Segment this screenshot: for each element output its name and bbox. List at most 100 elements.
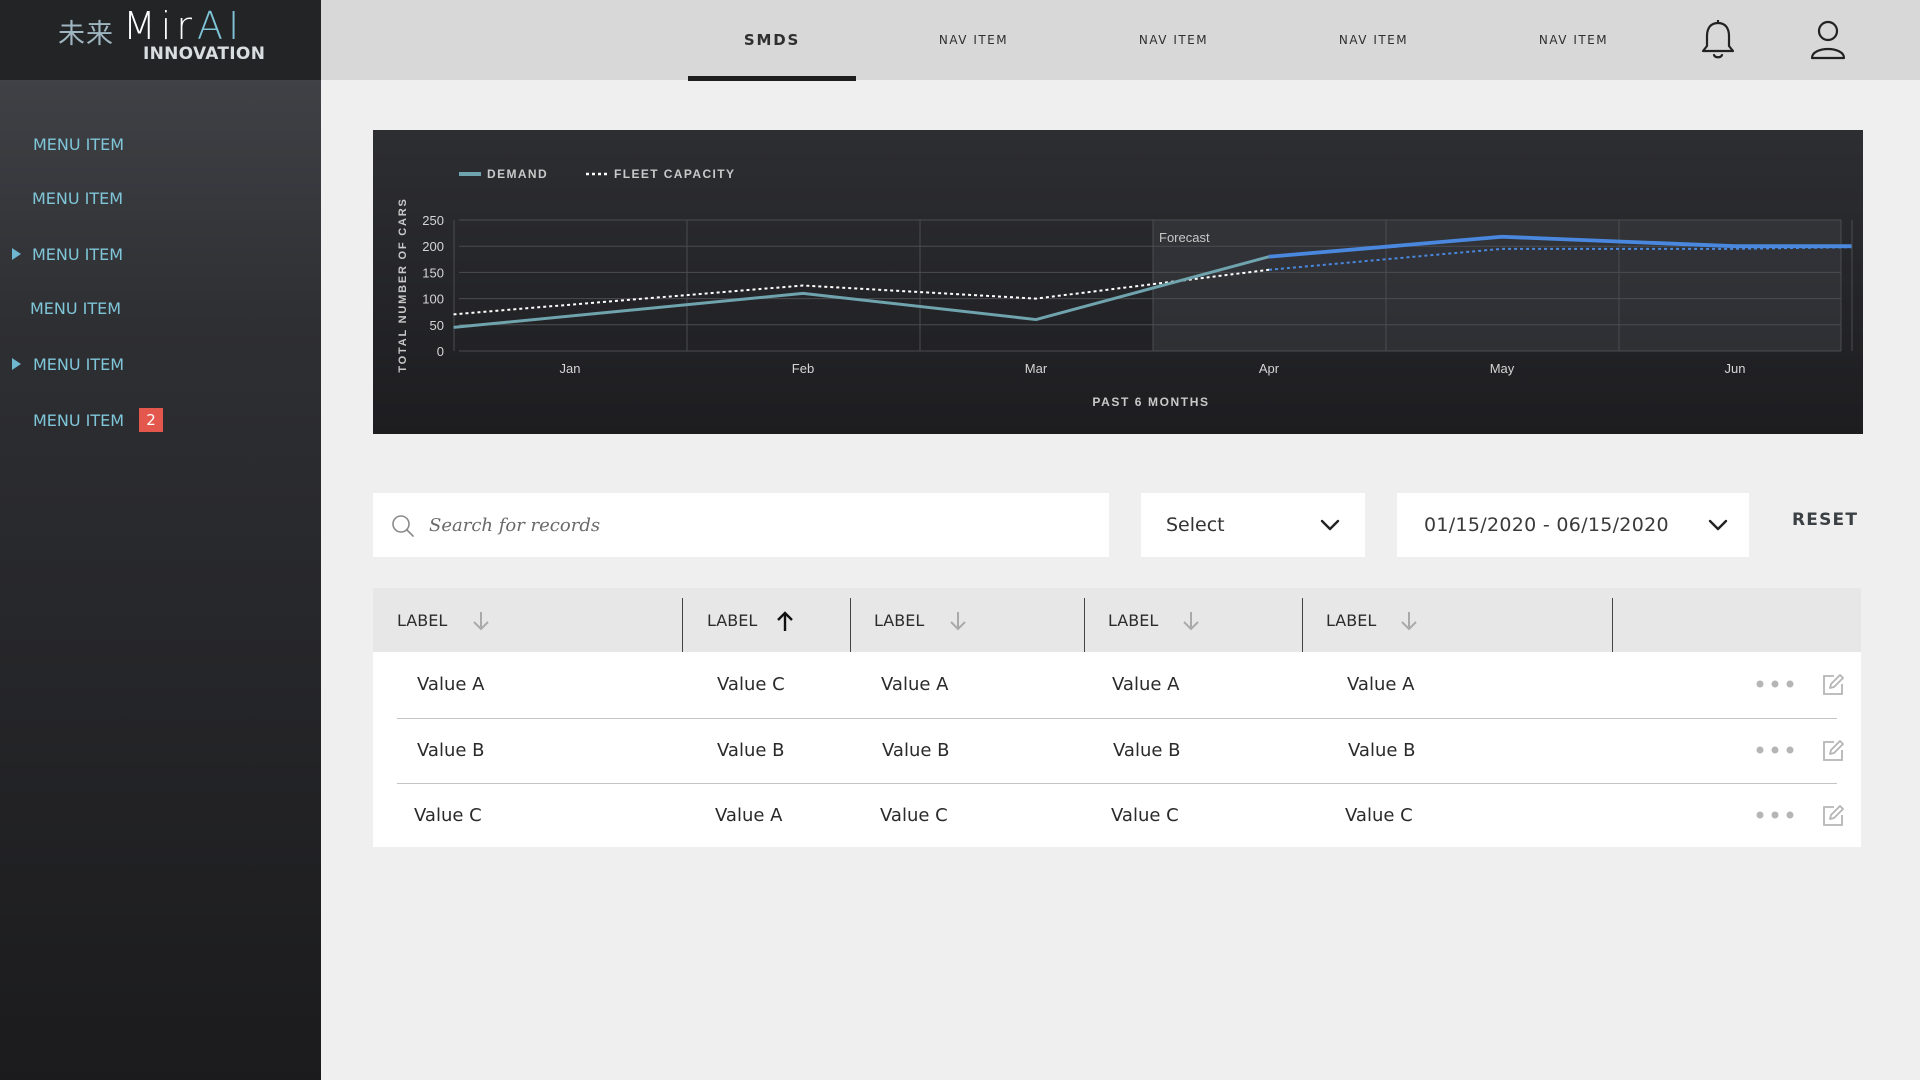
chevron-down-icon — [1320, 519, 1340, 531]
y-tick-label: 0 — [437, 344, 444, 359]
table-cell: Value A — [417, 673, 485, 695]
sort-down-icon[interactable] — [1181, 609, 1201, 633]
table-cell: Value A — [1112, 673, 1180, 695]
row-divider — [397, 783, 1837, 784]
column-divider — [1612, 598, 1613, 652]
sort-down-icon[interactable] — [948, 609, 968, 633]
logo[interactable]: 未来 MirAI INNOVATION — [0, 0, 321, 80]
column-header-1[interactable]: LABEL — [397, 588, 447, 652]
sidebar-item-4[interactable]: MENU ITEM — [0, 288, 321, 328]
table-row[interactable]: Value C Value A Value C Value C Value C — [397, 783, 1844, 847]
column-header-3[interactable]: LABEL — [874, 588, 924, 652]
select-dropdown[interactable]: Select — [1141, 493, 1365, 557]
nav-tab-5[interactable]: NAV ITEM — [1538, 33, 1609, 47]
x-tick-label: Feb — [792, 361, 814, 376]
logo-kanji: 未来 — [58, 19, 114, 50]
nav-tab-4[interactable]: NAV ITEM — [1338, 33, 1409, 47]
search-icon — [392, 515, 414, 537]
expand-arrow-icon — [12, 248, 21, 260]
table-cell: Value B — [417, 739, 485, 761]
legend-label-capacity: FLEET CAPACITY — [614, 167, 735, 181]
edit-icon[interactable] — [1822, 738, 1844, 762]
table-cell: Value C — [1111, 804, 1179, 826]
table-cell: Value B — [717, 739, 785, 761]
forecast-region — [1153, 220, 1841, 351]
table-row[interactable]: Value A Value C Value A Value A Value A — [397, 652, 1844, 716]
y-axis-label: TOTAL NUMBER OF CARS — [397, 197, 409, 372]
x-tick-label: Apr — [1259, 361, 1280, 376]
row-divider — [397, 718, 1837, 719]
y-tick-label: 100 — [422, 292, 444, 307]
column-header-2[interactable]: LABEL — [707, 588, 757, 652]
nav-tab-3[interactable]: NAV ITEM — [1138, 33, 1209, 47]
column-header-label: LABEL — [1326, 610, 1377, 630]
y-tick-label: 250 — [422, 213, 444, 228]
user-icon[interactable] — [1808, 18, 1848, 62]
sidebar-item-1[interactable]: MENU ITEM — [0, 124, 321, 164]
y-tick-label: 150 — [422, 265, 444, 280]
sidebar-item-5[interactable]: MENU ITEM — [0, 344, 321, 384]
table-cell: Value B — [1348, 739, 1416, 761]
table-row[interactable]: Value B Value B Value B Value B Value B — [397, 718, 1844, 782]
y-tick-label: 200 — [422, 239, 444, 254]
series-line-fleet-capacity — [453, 268, 1270, 316]
column-divider — [682, 598, 683, 652]
more-options-icon[interactable] — [1755, 674, 1795, 694]
forecast-label: Forecast — [1159, 230, 1210, 245]
top-nav: SMDS NAV ITEM NAV ITEM NAV ITEM NAV ITEM — [321, 0, 1920, 81]
more-options-icon[interactable] — [1755, 805, 1795, 825]
table-cell: Value C — [880, 804, 948, 826]
column-header-4[interactable]: LABEL — [1108, 588, 1158, 652]
edit-icon[interactable] — [1822, 672, 1844, 696]
sort-up-icon[interactable] — [775, 609, 795, 633]
search-box[interactable] — [373, 493, 1109, 557]
x-tick-label: Jan — [560, 361, 581, 376]
series-forecast-line-demand — [1268, 234, 1852, 259]
column-header-label: LABEL — [707, 610, 758, 630]
nav-tab-2[interactable]: NAV ITEM — [938, 33, 1009, 47]
column-header-label: LABEL — [874, 610, 925, 630]
table-header: LABEL LABEL LABEL LABEL LABEL — [373, 588, 1861, 652]
sidebar-item-label: MENU ITEM — [32, 244, 124, 264]
sidebar-item-label: MENU ITEM — [33, 354, 125, 374]
column-header-5[interactable]: LABEL — [1326, 588, 1376, 652]
table-body: Value A Value C Value A Value A Value A … — [373, 652, 1861, 847]
demand-chart: 0 50 100 150 200 250 Jan Feb Mar Apr May Jun Forecas… — [373, 130, 1863, 434]
column-divider — [1302, 598, 1303, 652]
series-forecast-line-fleet-capacity — [1268, 246, 1852, 271]
expand-arrow-icon — [12, 358, 21, 370]
series-line-demand — [453, 255, 1270, 329]
search-input[interactable] — [429, 493, 1089, 557]
chart-svg: 0 50 100 150 200 250 Jan Feb Mar Apr May Jun Forecas… — [397, 167, 1853, 409]
sidebar-item-6[interactable]: MENU ITEM 2 — [0, 400, 321, 440]
sidebar-item-label: MENU ITEM — [30, 298, 122, 318]
select-value: Select — [1166, 514, 1225, 536]
chevron-down-icon — [1708, 519, 1728, 531]
nav-tab-smds[interactable]: SMDS — [743, 31, 801, 49]
y-tick-label: 50 — [430, 318, 444, 333]
active-tab-indicator — [688, 76, 856, 81]
bell-icon[interactable] — [1698, 18, 1738, 62]
edit-icon[interactable] — [1822, 803, 1844, 827]
sidebar-item-2[interactable]: MENU ITEM — [0, 178, 321, 218]
x-tick-label: May — [1490, 361, 1515, 376]
column-divider — [1084, 598, 1085, 652]
sort-down-icon[interactable] — [1399, 609, 1419, 633]
sidebar-item-3[interactable]: MENU ITEM — [0, 234, 321, 274]
table-cell: Value C — [1345, 804, 1413, 826]
logo-subtitle: INNOVATION — [143, 44, 266, 64]
sidebar-item-label: MENU ITEM — [33, 410, 125, 430]
sort-down-icon[interactable] — [471, 609, 491, 633]
date-range-value: 01/15/2020 - 06/15/2020 — [1424, 514, 1669, 536]
column-divider — [850, 598, 851, 652]
x-tick-label: Jun — [1725, 361, 1746, 376]
date-range-picker[interactable]: 01/15/2020 - 06/15/2020 — [1397, 493, 1749, 557]
table-cell: Value C — [414, 804, 482, 826]
table-cell: Value A — [1347, 673, 1415, 695]
sidebar-item-label: MENU ITEM — [32, 188, 124, 208]
table-cell: Value A — [715, 804, 783, 826]
more-options-icon[interactable] — [1755, 740, 1795, 760]
x-axis-label: PAST 6 MONTHS — [1092, 395, 1209, 409]
reset-button[interactable]: RESET — [1792, 510, 1859, 530]
notification-badge: 2 — [139, 408, 163, 432]
